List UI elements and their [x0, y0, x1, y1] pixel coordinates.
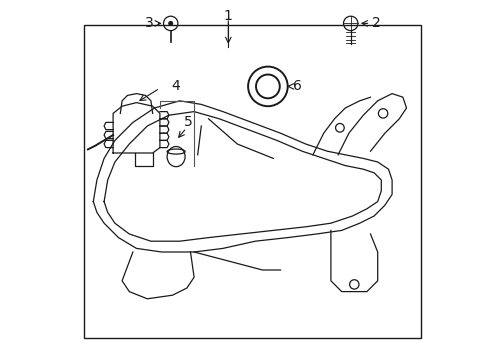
Text: 6: 6: [292, 80, 302, 93]
Circle shape: [168, 21, 173, 26]
Text: 3: 3: [145, 17, 153, 30]
Text: 1: 1: [224, 9, 232, 23]
Text: 4: 4: [171, 80, 180, 93]
Text: 5: 5: [183, 116, 192, 129]
Bar: [84, 25, 420, 338]
Text: 2: 2: [371, 17, 380, 30]
